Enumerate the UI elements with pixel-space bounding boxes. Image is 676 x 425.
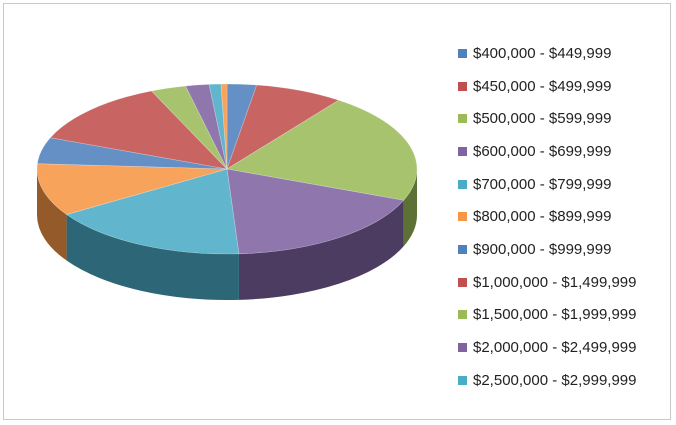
pie-sides bbox=[37, 169, 417, 300]
legend-swatch bbox=[458, 310, 467, 320]
legend-item[interactable]: $600,000 - $699,999 bbox=[458, 135, 668, 168]
legend-label: $600,000 - $699,999 bbox=[473, 142, 612, 160]
legend-item[interactable]: $2,000,000 - $2,499,999 bbox=[458, 331, 668, 364]
legend-item[interactable]: $700,000 - $799,999 bbox=[458, 168, 668, 201]
legend-swatch bbox=[458, 48, 467, 58]
legend-swatch bbox=[458, 277, 467, 287]
legend-swatch bbox=[458, 81, 467, 91]
pie-slice[interactable]: $700,000 - $799,999 bbox=[65, 168, 240, 255]
pie-slice[interactable]: $1,000,000 - $1,499,999 bbox=[49, 90, 228, 170]
pie-slice[interactable]: $2,000,000 - $2,499,999 bbox=[185, 84, 228, 170]
pie-slice[interactable]: $400,000 - $449,999 bbox=[226, 83, 258, 170]
legend-label: $1,000,000 - $1,499,999 bbox=[473, 273, 637, 291]
legend-swatch bbox=[458, 375, 467, 385]
pie-slice[interactable]: $1,500,000 - $1,999,999 bbox=[150, 85, 228, 170]
legend-label: $700,000 - $799,999 bbox=[473, 175, 612, 193]
legend-item[interactable]: $1,500,000 - $1,999,999 bbox=[458, 299, 668, 332]
legend: $400,000 - $449,999 $450,000 - $499,999 … bbox=[458, 37, 668, 397]
pie-slice-side bbox=[238, 200, 404, 300]
pie-slice[interactable]: $800,000 - $899,999 bbox=[36, 163, 228, 215]
legend-item[interactable]: $900,000 - $999,999 bbox=[458, 233, 668, 266]
legend-item[interactable]: $500,000 - $599,999 bbox=[458, 102, 668, 135]
legend-swatch bbox=[458, 114, 467, 124]
pie-slice-side bbox=[37, 169, 67, 261]
legend-swatch bbox=[458, 343, 467, 353]
pie-slice[interactable]: $900,000 - $999,999 bbox=[37, 137, 228, 170]
legend-swatch bbox=[458, 212, 467, 222]
pie-slice[interactable]: $450,000 - $499,999 bbox=[226, 84, 340, 170]
legend-label: $450,000 - $499,999 bbox=[473, 77, 612, 95]
pie-slice[interactable]: $3,000,000+ bbox=[220, 83, 228, 170]
legend-item[interactable]: $2,500,000 - $2,999,999 bbox=[458, 364, 668, 397]
legend-label: $500,000 - $599,999 bbox=[473, 110, 612, 128]
legend-item[interactable]: $400,000 - $449,999 bbox=[458, 37, 668, 70]
legend-item[interactable]: $450,000 - $499,999 bbox=[458, 70, 668, 103]
pie-slice[interactable]: $500,000 - $599,999 bbox=[226, 99, 418, 201]
legend-swatch bbox=[458, 146, 467, 156]
pie-slice[interactable]: $600,000 - $699,999 bbox=[226, 168, 405, 255]
pie-slice[interactable]: $2,500,000 - $2,999,999 bbox=[208, 83, 228, 170]
legend-swatch bbox=[458, 244, 467, 254]
pie-slice-side bbox=[403, 169, 417, 247]
pie-slice-side bbox=[66, 214, 239, 300]
legend-item[interactable]: $1,000,000 - $1,499,999 bbox=[458, 266, 668, 299]
legend-label: $1,500,000 - $1,999,999 bbox=[473, 306, 637, 324]
legend-label: $900,000 - $999,999 bbox=[473, 240, 612, 258]
legend-label: $400,000 - $449,999 bbox=[473, 44, 612, 62]
legend-label: $2,000,000 - $2,499,999 bbox=[473, 339, 637, 357]
legend-swatch bbox=[458, 179, 467, 189]
pie-tops: $400,000 - $449,999$450,000 - $499,999$5… bbox=[36, 83, 418, 255]
legend-label: $800,000 - $899,999 bbox=[473, 208, 612, 226]
legend-label: $2,500,000 - $2,999,999 bbox=[473, 371, 637, 389]
legend-item[interactable]: $800,000 - $899,999 bbox=[458, 200, 668, 233]
